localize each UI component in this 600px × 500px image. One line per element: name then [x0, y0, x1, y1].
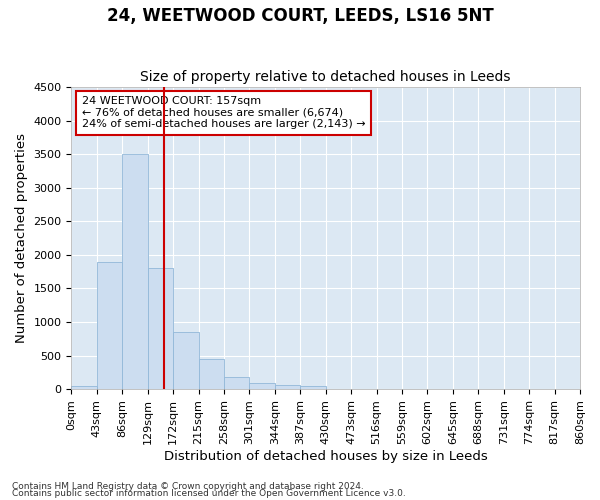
- Y-axis label: Number of detached properties: Number of detached properties: [15, 133, 28, 343]
- Bar: [250, 383, 275, 389]
- Bar: [300, 386, 326, 389]
- Text: 24, WEETWOOD COURT, LEEDS, LS16 5NT: 24, WEETWOOD COURT, LEEDS, LS16 5NT: [107, 8, 493, 26]
- Bar: [275, 384, 300, 389]
- Bar: [122, 154, 148, 389]
- Bar: [71, 386, 97, 389]
- Bar: [199, 359, 224, 389]
- Text: Contains HM Land Registry data © Crown copyright and database right 2024.: Contains HM Land Registry data © Crown c…: [12, 482, 364, 491]
- Bar: [97, 262, 122, 389]
- Text: 24 WEETWOOD COURT: 157sqm
← 76% of detached houses are smaller (6,674)
24% of se: 24 WEETWOOD COURT: 157sqm ← 76% of detac…: [82, 96, 365, 130]
- X-axis label: Distribution of detached houses by size in Leeds: Distribution of detached houses by size …: [164, 450, 488, 462]
- Bar: [224, 378, 250, 389]
- Title: Size of property relative to detached houses in Leeds: Size of property relative to detached ho…: [140, 70, 511, 85]
- Bar: [148, 268, 173, 389]
- Bar: [173, 332, 199, 389]
- Text: Contains public sector information licensed under the Open Government Licence v3: Contains public sector information licen…: [12, 490, 406, 498]
